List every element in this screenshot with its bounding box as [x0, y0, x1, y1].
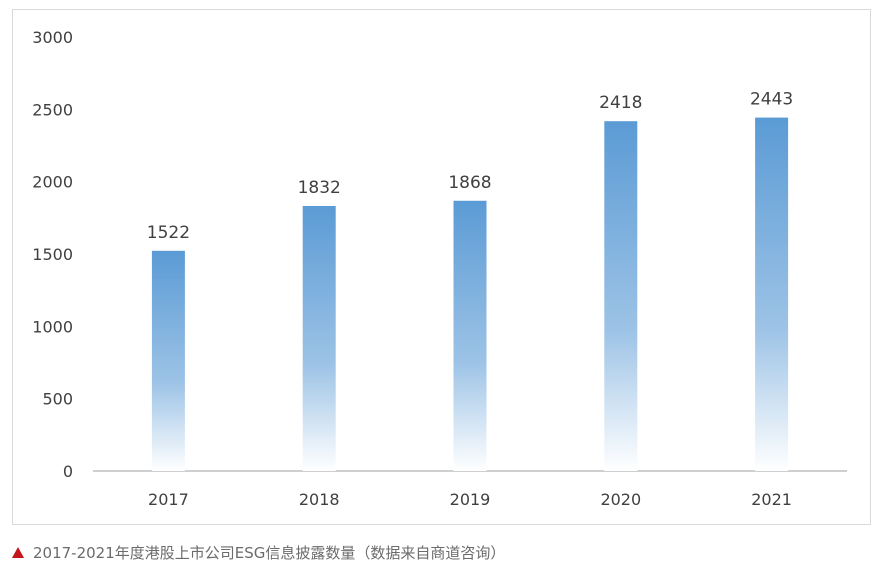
- caption-text: 2017-2021年度港股上市公司ESG信息披露数量（数据来自商道咨询）: [33, 543, 506, 562]
- y-tick-label: 2000: [32, 173, 73, 192]
- figure-caption: 2017-2021年度港股上市公司ESG信息披露数量（数据来自商道咨询）: [12, 540, 505, 564]
- bar-2019: [453, 200, 487, 471]
- bar-2018: [302, 205, 336, 471]
- y-tick-label: 0: [63, 462, 73, 481]
- bar-2017: [151, 250, 185, 471]
- data-label: 2418: [599, 93, 642, 113]
- y-tick-label: 1500: [32, 245, 73, 264]
- x-tick-label: 2017: [148, 490, 189, 509]
- red-triangle-icon: [12, 546, 24, 558]
- x-tick-label: 2021: [751, 490, 792, 509]
- data-label: 1832: [298, 178, 341, 198]
- x-tick-label: 2018: [299, 490, 340, 509]
- data-label: 2443: [750, 90, 793, 110]
- bar-2021: [755, 117, 789, 471]
- data-label: 1522: [147, 223, 190, 243]
- y-tick-label: 500: [42, 390, 73, 409]
- y-tick-label: 3000: [32, 28, 73, 47]
- y-tick-label: 2500: [32, 100, 73, 119]
- chart-frame: 0 500 1000 1500 2000 2500 3000 1522 2017 1832 2018…: [12, 9, 871, 525]
- x-tick-label: 2019: [450, 490, 491, 509]
- bar-chart: 0 500 1000 1500 2000 2500 3000 1522 2017 1832 2018…: [32, 28, 847, 509]
- y-tick-label: 1000: [32, 317, 73, 336]
- x-tick-label: 2020: [600, 490, 641, 509]
- bar-2020: [604, 121, 638, 472]
- data-label: 1868: [448, 173, 491, 193]
